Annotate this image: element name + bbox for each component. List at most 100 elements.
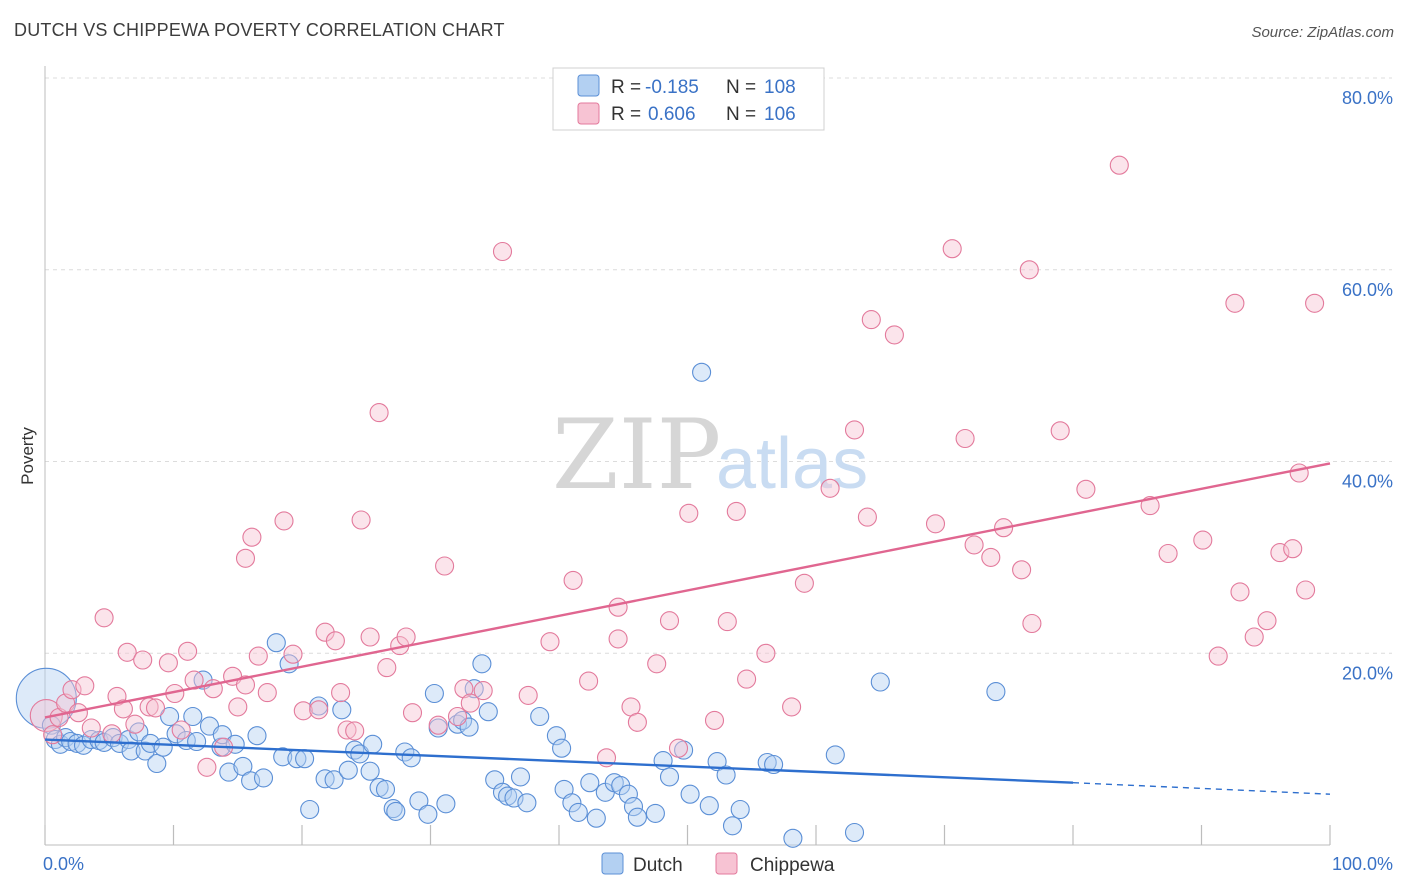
point-chippewa (107, 686, 127, 706)
point-dutch (409, 791, 429, 811)
point-dutch (580, 773, 600, 793)
point-chippewa (704, 710, 725, 730)
point-chippewa (133, 650, 153, 670)
point-dutch (253, 768, 274, 788)
point-chippewa (29, 699, 63, 733)
y-tick-label: 60.0% (1342, 280, 1393, 300)
point-chippewa (228, 697, 248, 717)
point-dutch (436, 794, 456, 814)
point-dutch (546, 726, 566, 746)
bottom-legend-label-chippewa: Chippewa (750, 855, 835, 876)
point-dutch (722, 816, 743, 836)
point-chippewa (447, 706, 468, 727)
point-chippewa (627, 712, 647, 732)
legend-top: R = -0.185 N = 108 R = 0.606 N = 106 (552, 67, 825, 131)
point-dutch (147, 753, 167, 774)
legend-n-value-chippewa: 106 (764, 104, 796, 125)
point-dutch (295, 749, 315, 769)
point-chippewa (679, 503, 699, 523)
legend-n-value-dutch: 108 (764, 77, 796, 98)
point-dutch (986, 682, 1006, 702)
data-points (15, 155, 1325, 848)
point-chippewa (1270, 543, 1290, 563)
point-chippewa (158, 653, 178, 673)
trend-line-chippewa (44, 462, 1331, 719)
trend-line-dutch (44, 738, 1074, 784)
point-chippewa (981, 547, 1001, 567)
point-dutch (332, 700, 352, 720)
point-chippewa (737, 669, 757, 689)
legend-r-label-dutch: R = (611, 77, 641, 98)
point-dutch (424, 683, 444, 704)
point-dutch (510, 767, 531, 787)
point-chippewa (647, 654, 667, 674)
point-chippewa (857, 507, 877, 527)
legend-r-value-chippewa: 0.606 (648, 104, 696, 125)
point-dutch (568, 802, 588, 822)
point-chippewa (540, 632, 560, 652)
point-chippewa (94, 608, 114, 628)
point-dutch (247, 726, 267, 746)
point-dutch (67, 733, 87, 753)
point-chippewa (428, 715, 448, 735)
point-dutch (375, 779, 396, 799)
point-dutch (345, 740, 365, 760)
point-chippewa (242, 527, 262, 547)
point-chippewa (102, 724, 122, 744)
point-dutch (870, 672, 890, 692)
point-chippewa (659, 611, 680, 631)
point-dutch (504, 788, 524, 808)
point-chippewa (197, 757, 217, 777)
point-dutch (552, 738, 572, 758)
point-dutch (383, 799, 403, 819)
point-dutch (586, 808, 606, 828)
point-chippewa (75, 676, 95, 696)
legend-r-value-dutch: -0.185 (645, 77, 699, 98)
point-chippewa (235, 548, 256, 568)
point-chippewa (377, 658, 397, 678)
x-tick-label: 0.0% (43, 854, 84, 874)
point-chippewa (1109, 155, 1129, 175)
point-dutch (707, 752, 727, 772)
point-dutch (219, 762, 239, 782)
point-chippewa (293, 701, 313, 721)
legend-n-label-dutch: N = (726, 77, 756, 98)
x-tick-label: 100.0% (1332, 854, 1393, 874)
point-chippewa (283, 644, 303, 664)
point-dutch (369, 777, 389, 798)
point-chippewa (1022, 613, 1042, 634)
legend-r-label-chippewa: R = (611, 104, 641, 125)
bottom-legend-swatch-chippewa (715, 852, 738, 875)
point-chippewa (563, 570, 583, 590)
point-chippewa (518, 685, 538, 705)
chart-source: Source: ZipAtlas.com (1251, 24, 1394, 41)
legend-swatch-dutch (577, 74, 600, 97)
point-dutch (300, 799, 320, 820)
point-dutch (562, 793, 582, 813)
legend-bottom: Dutch Chippewa (601, 852, 835, 876)
point-chippewa (309, 700, 329, 720)
point-chippewa (884, 325, 904, 345)
point-chippewa (325, 631, 345, 651)
point-dutch (623, 797, 644, 817)
point-dutch (153, 737, 173, 757)
point-dutch (324, 770, 344, 790)
point-chippewa (964, 535, 984, 555)
point-dutch (517, 793, 537, 813)
y-tick-label: 80.0% (1342, 88, 1393, 108)
point-chippewa (1208, 646, 1228, 666)
bottom-legend-swatch-dutch (601, 852, 624, 875)
point-dutch (363, 734, 383, 754)
point-chippewa (820, 478, 840, 498)
axes: 20.0% 40.0% 60.0% 80.0% 0.0% 100.0% (43, 66, 1393, 874)
point-chippewa (1050, 421, 1070, 441)
point-chippewa (668, 738, 689, 758)
point-chippewa (360, 627, 380, 647)
point-chippewa (1257, 611, 1277, 631)
point-dutch (472, 654, 492, 674)
point-dutch (730, 799, 750, 820)
point-dutch (699, 796, 719, 816)
point-dutch (187, 731, 207, 752)
point-chippewa (351, 510, 371, 530)
